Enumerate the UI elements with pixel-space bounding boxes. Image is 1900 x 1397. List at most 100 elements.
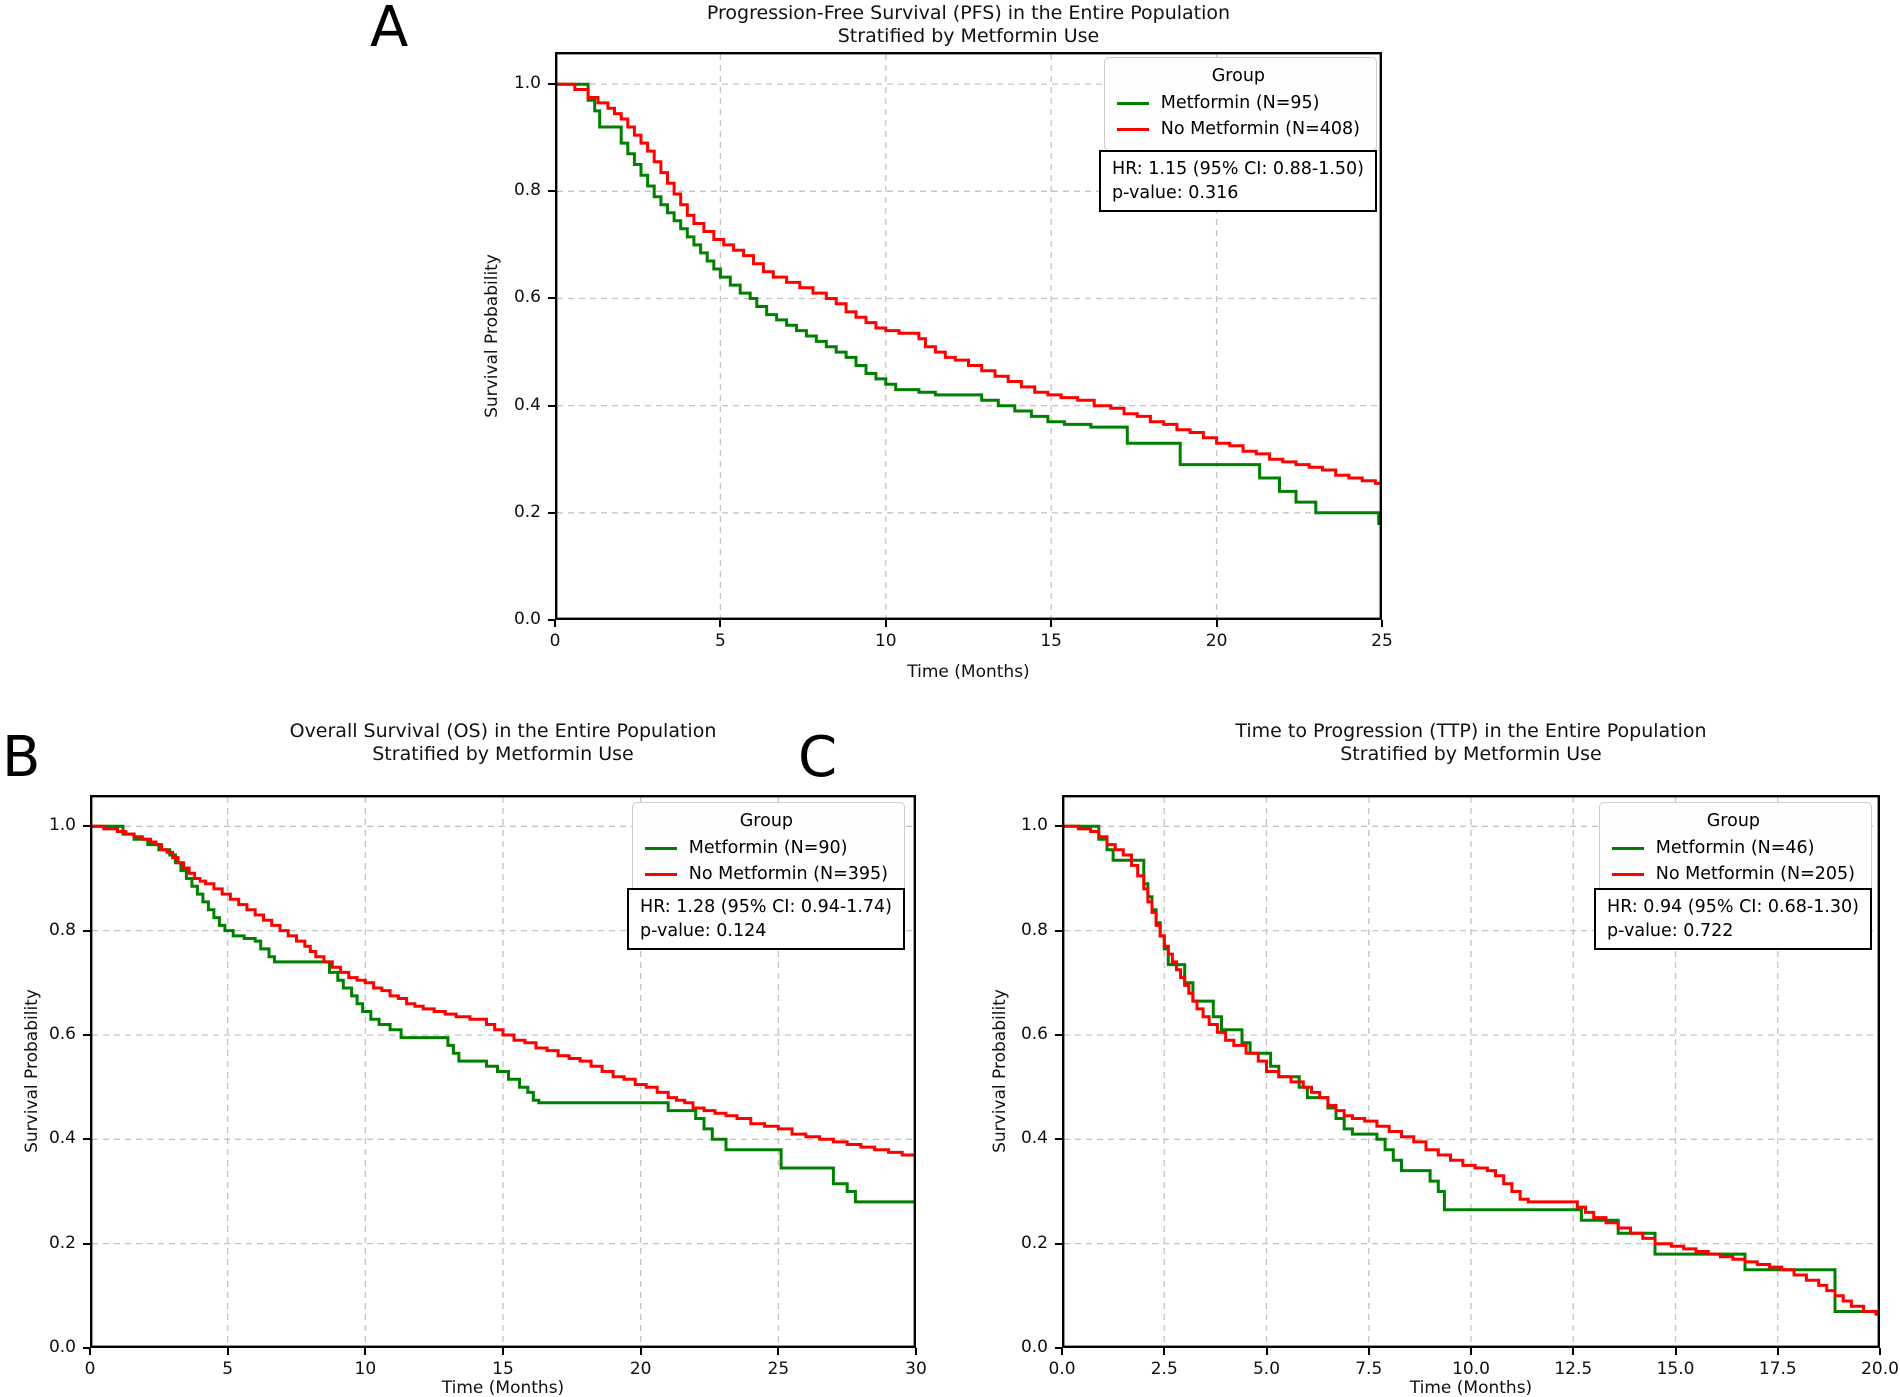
x-tick-mark	[364, 1348, 367, 1355]
panel-b-title-line1: Overall Survival (OS) in the Entire Popu…	[289, 720, 717, 742]
x-tick-label: 20	[1205, 631, 1228, 651]
legend-item-metformin: Metformin (N=46)	[1611, 835, 1855, 861]
hr-text: HR: 1.15 (95% CI: 0.88-1.50)	[1112, 159, 1364, 179]
y-tick-mark	[1055, 1033, 1062, 1036]
km-curve-metformin	[555, 82, 1382, 525]
x-tick-label: 2.5	[1150, 1359, 1178, 1379]
y-tick-mark	[1055, 825, 1062, 828]
hr-text: HR: 1.28 (95% CI: 0.94-1.74)	[640, 897, 892, 917]
x-tick-label: 7.5	[1355, 1359, 1383, 1379]
no-metformin-line-swatch	[1116, 127, 1149, 131]
panel-b-title-line2: Stratified by Metformin Use	[372, 743, 634, 765]
legend-item-metformin: Metformin (N=90)	[644, 835, 888, 861]
x-tick-label: 5.0	[1252, 1359, 1281, 1379]
y-tick-mark	[548, 404, 555, 407]
x-tick-mark	[1163, 1348, 1166, 1355]
x-tick-label: 17.5	[1758, 1359, 1797, 1379]
x-tick-mark	[226, 1348, 229, 1355]
no-metformin-line-swatch	[1611, 872, 1644, 876]
y-tick-mark	[83, 1242, 90, 1245]
x-tick-mark	[1776, 1348, 1779, 1355]
p-value-text: p-value: 0.722	[1607, 921, 1734, 941]
metformin-line-swatch	[1611, 846, 1644, 850]
y-tick-mark	[1055, 1347, 1062, 1349]
y-tick-mark	[548, 619, 555, 621]
y-tick-label: 0.2	[513, 501, 541, 522]
y-tick-mark	[83, 929, 90, 932]
x-tick-mark	[89, 1348, 91, 1355]
x-tick-mark	[1050, 620, 1053, 627]
y-tick-label: 0.8	[513, 180, 541, 201]
metformin-line-swatch	[1116, 101, 1149, 105]
x-tick-label: 20.0	[1861, 1359, 1899, 1379]
x-tick-mark	[1470, 1348, 1472, 1355]
x-tick-label: 5	[714, 631, 726, 651]
legend-item-label: No Metformin (N=408)	[1160, 119, 1360, 139]
panel-c-plot-area	[1062, 795, 1880, 1348]
km-curve-metformin	[90, 824, 916, 1204]
legend-title: Group	[1706, 811, 1761, 831]
km-curve-no-metformin	[1062, 824, 1880, 1316]
x-tick-label: 10	[354, 1359, 377, 1379]
x-tick-mark	[502, 1348, 504, 1355]
km-curve-no-metformin	[555, 82, 1382, 486]
x-tick-label: 0	[549, 631, 561, 651]
panel-b-stats-box: HR: 1.28 (95% CI: 0.94-1.74) p-value: 0.…	[627, 888, 905, 950]
p-value-text: p-value: 0.124	[640, 921, 767, 941]
x-tick-label: 15	[1040, 631, 1062, 651]
legend-item-label: Metformin (N=95)	[1160, 93, 1320, 113]
y-tick-label: 0.4	[1020, 1128, 1048, 1149]
panel-a-title-line2: Stratified by Metformin Use	[837, 25, 1100, 47]
legend-item-label: No Metformin (N=395)	[688, 864, 888, 884]
y-tick-mark	[83, 1347, 90, 1349]
y-tick-mark	[1055, 1138, 1062, 1141]
panel-a-y-axis-label: Survival Probability	[482, 254, 502, 418]
y-tick-mark	[1055, 929, 1062, 932]
legend-item-no-metformin: No Metformin (N=205)	[1611, 861, 1855, 887]
y-tick-label: 1.0	[48, 815, 76, 836]
x-tick-mark	[884, 620, 887, 627]
panel-label-b: B	[2, 725, 41, 790]
y-tick-label: 0.8	[48, 919, 76, 940]
x-tick-label: 15	[492, 1359, 514, 1379]
legend-title: Group	[1211, 66, 1266, 86]
y-tick-label: 0.8	[1020, 919, 1048, 940]
x-tick-label: 25	[767, 1359, 790, 1379]
km-curve-no-metformin	[90, 824, 916, 1158]
legend-item-label: No Metformin (N=205)	[1655, 864, 1855, 884]
legend-item-metformin: Metformin (N=95)	[1116, 90, 1360, 116]
x-tick-mark	[1367, 1348, 1370, 1355]
panel-c-legend: Group Metformin (N=46) No Metformin (N=2…	[1598, 802, 1872, 896]
x-tick-label: 20	[629, 1359, 652, 1379]
x-tick-label: 12.5	[1554, 1359, 1593, 1379]
x-tick-mark	[1879, 1348, 1881, 1355]
x-tick-label: 5	[222, 1359, 234, 1379]
legend-item-no-metformin: No Metformin (N=408)	[1116, 116, 1360, 142]
x-tick-label: 0.0	[1048, 1359, 1076, 1379]
y-tick-label: 0.0	[513, 609, 541, 629]
no-metformin-line-swatch	[644, 872, 677, 876]
x-tick-mark	[1381, 620, 1383, 627]
p-value-text: p-value: 0.316	[1112, 183, 1239, 203]
panel-c-stats-box: HR: 0.94 (95% CI: 0.68-1.30) p-value: 0.…	[1594, 888, 1872, 950]
y-tick-mark	[548, 83, 555, 86]
x-tick-mark	[639, 1348, 642, 1355]
x-tick-label: 15.0	[1656, 1359, 1695, 1379]
x-tick-mark	[1061, 1348, 1063, 1355]
x-tick-mark	[915, 1348, 917, 1355]
panel-a-title: Progression-Free Survival (PFS) in the E…	[555, 2, 1382, 48]
metformin-line-swatch	[644, 846, 677, 850]
legend-title: Group	[739, 811, 794, 831]
panel-c-x-axis-label: Time (Months)	[1409, 1378, 1533, 1397]
y-tick-mark	[83, 825, 90, 828]
y-tick-label: 0.0	[48, 1337, 76, 1357]
x-tick-mark	[777, 1348, 780, 1355]
x-tick-mark	[554, 620, 556, 627]
y-tick-mark	[83, 1033, 90, 1036]
x-tick-mark	[1265, 1348, 1268, 1355]
panel-c-title: Time to Progression (TTP) in the Entire …	[1062, 720, 1880, 766]
panel-b-x-axis-label: Time (Months)	[441, 1378, 565, 1397]
y-tick-mark	[83, 1138, 90, 1141]
panel-label-c: C	[798, 725, 838, 790]
y-tick-label: 0.6	[48, 1023, 76, 1044]
